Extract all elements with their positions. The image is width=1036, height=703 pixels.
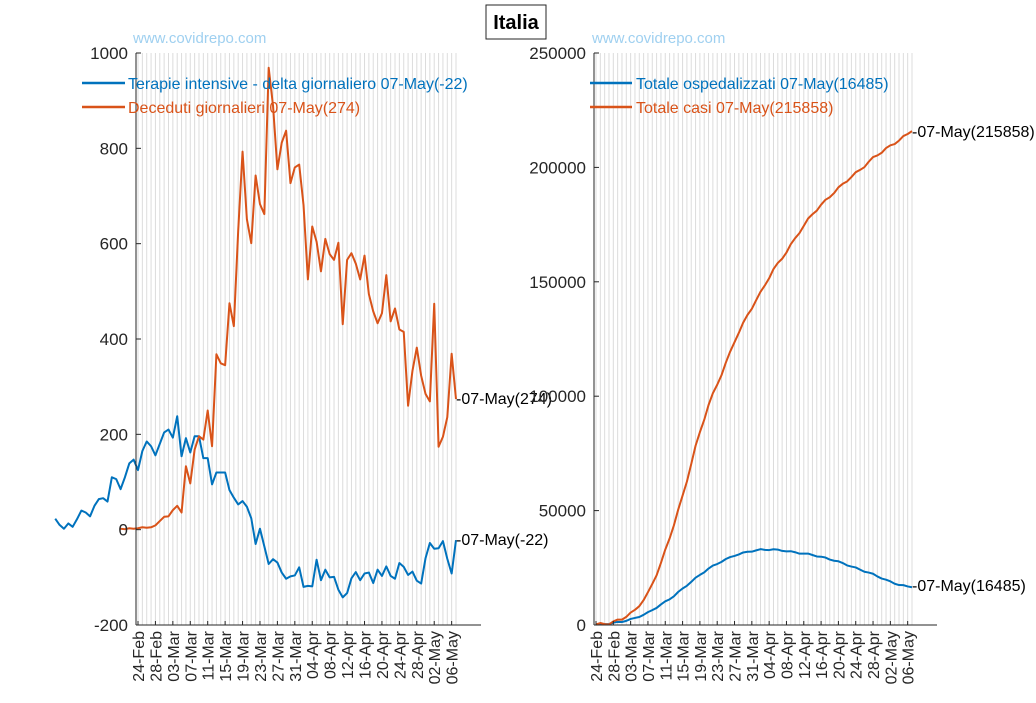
series-line-1 — [120, 66, 457, 531]
x-tick-label: 20-Apr — [375, 630, 392, 679]
x-tick-label: 11-Mar — [658, 630, 675, 680]
y-tick-label: 400 — [100, 330, 128, 349]
right-axes — [593, 53, 937, 626]
x-tick-label: 16-Apr — [814, 630, 831, 679]
x-tick-label: 19-Mar — [693, 630, 710, 681]
x-tick-label: 08-Apr — [323, 630, 340, 679]
x-tick-label: 15-Mar — [218, 630, 235, 681]
y-tick-label: 150000 — [529, 273, 586, 292]
y-tick-label: 600 — [100, 235, 128, 254]
x-tick-label: 23-Mar — [710, 630, 727, 681]
legend-text-icu: Terapie intensive - delta giornaliero 07… — [128, 76, 468, 93]
x-tick-label: 12-Apr — [797, 630, 814, 679]
x-tick-label: 24-Feb — [131, 631, 148, 682]
y-tick-label: 250000 — [529, 44, 586, 63]
y-tick-label: 200000 — [529, 158, 586, 177]
right-series — [595, 130, 913, 626]
x-tick-label: 19-Mar — [236, 630, 253, 681]
right-watermark: www.covidrepo.com — [591, 30, 725, 47]
right-y-ticks: 0 50000 100000 150000 200000 250000 — [529, 44, 599, 635]
y-tick-label: 0 — [577, 616, 586, 635]
x-tick-label: 07-Mar — [641, 630, 658, 681]
x-tick-label: 02-May — [883, 631, 900, 684]
y-tick-label: 50000 — [539, 502, 586, 521]
legend-text-deaths: Deceduti giornalieri 07-May(274) — [128, 100, 360, 117]
y-tick-label: -200 — [94, 616, 128, 635]
left-legend: Terapie intensive - delta giornaliero 07… — [82, 76, 468, 117]
series-line-0 — [595, 548, 913, 626]
x-tick-label: 06-May — [445, 631, 462, 684]
y-tick-label: 800 — [100, 139, 128, 158]
x-tick-label: 28-Apr — [866, 630, 883, 679]
x-tick-label: 20-Apr — [831, 630, 848, 679]
x-tick-label: 31-Mar — [745, 630, 762, 681]
x-tick-label: 08-Apr — [779, 630, 796, 679]
x-tick-label: 16-Apr — [358, 630, 375, 679]
y-tick-label: 100000 — [529, 387, 586, 406]
x-tick-label: 28-Feb — [606, 631, 623, 682]
series-line-1 — [595, 130, 913, 626]
x-tick-label: 27-Mar — [270, 630, 287, 681]
x-tick-label: 28-Apr — [410, 630, 427, 679]
x-tick-label: 27-Mar — [728, 630, 745, 681]
x-tick-label: 24-Apr — [849, 630, 866, 679]
x-tick-label: 04-Apr — [305, 630, 322, 679]
right-legend: Totale ospedalizzati 07-May(16485) Total… — [590, 76, 889, 117]
x-tick-label: 23-Mar — [253, 630, 270, 681]
title-box — [485, 4, 547, 40]
x-tick-label: 06-May — [901, 631, 918, 684]
end-label-deaths: -07-May(274) — [456, 391, 552, 408]
end-label-icu: -07-May(-22) — [456, 532, 548, 549]
x-tick-label: 03-Mar — [624, 630, 641, 681]
end-label-cases: -07-May(215858) — [912, 124, 1035, 141]
series-line-0 — [54, 415, 457, 599]
figure-title: Italia — [485, 4, 547, 40]
end-label-hospitalized: -07-May(16485) — [912, 578, 1026, 595]
title-text: Italia — [493, 12, 539, 34]
x-tick-label: 15-Mar — [676, 630, 693, 681]
x-tick-label: 03-Mar — [166, 630, 183, 681]
right-grid — [595, 53, 913, 625]
y-tick-label: 0 — [119, 521, 128, 540]
right-x-ticks: 24-Feb 28-Feb 03-Mar 07-Mar 11-Mar 15-Mar 19-M… — [589, 621, 918, 684]
y-tick-label: 1000 — [90, 44, 128, 63]
x-tick-label: 12-Apr — [340, 630, 357, 679]
y-tick-label: 200 — [100, 425, 128, 444]
legend-text-cases: Totale casi 07-May(215858) — [636, 100, 833, 117]
x-tick-label: 24-Apr — [392, 630, 409, 679]
legend-text-hospitalized: Totale ospedalizzati 07-May(16485) — [636, 76, 889, 93]
x-tick-label: 02-May — [427, 631, 444, 684]
x-tick-label: 11-Mar — [201, 630, 218, 680]
x-tick-label: 04-Apr — [762, 630, 779, 679]
left-watermark: www.covidrepo.com — [132, 30, 266, 47]
x-tick-label: 24-Feb — [589, 631, 606, 682]
left-series — [54, 66, 457, 599]
x-tick-label: 07-Mar — [183, 630, 200, 681]
x-tick-label: 31-Mar — [288, 630, 305, 681]
x-tick-label: 28-Feb — [148, 631, 165, 682]
left-chart: -200 0 200 400 600 800 1000 24-Feb 28-Feb 03-Mar… — [54, 30, 552, 684]
left-x-ticks: 24-Feb 28-Feb 03-Mar 07-Mar 11-Mar 15-Mar 19-M… — [131, 621, 462, 684]
left-y-ticks: -200 0 200 400 600 800 1000 — [90, 44, 141, 635]
